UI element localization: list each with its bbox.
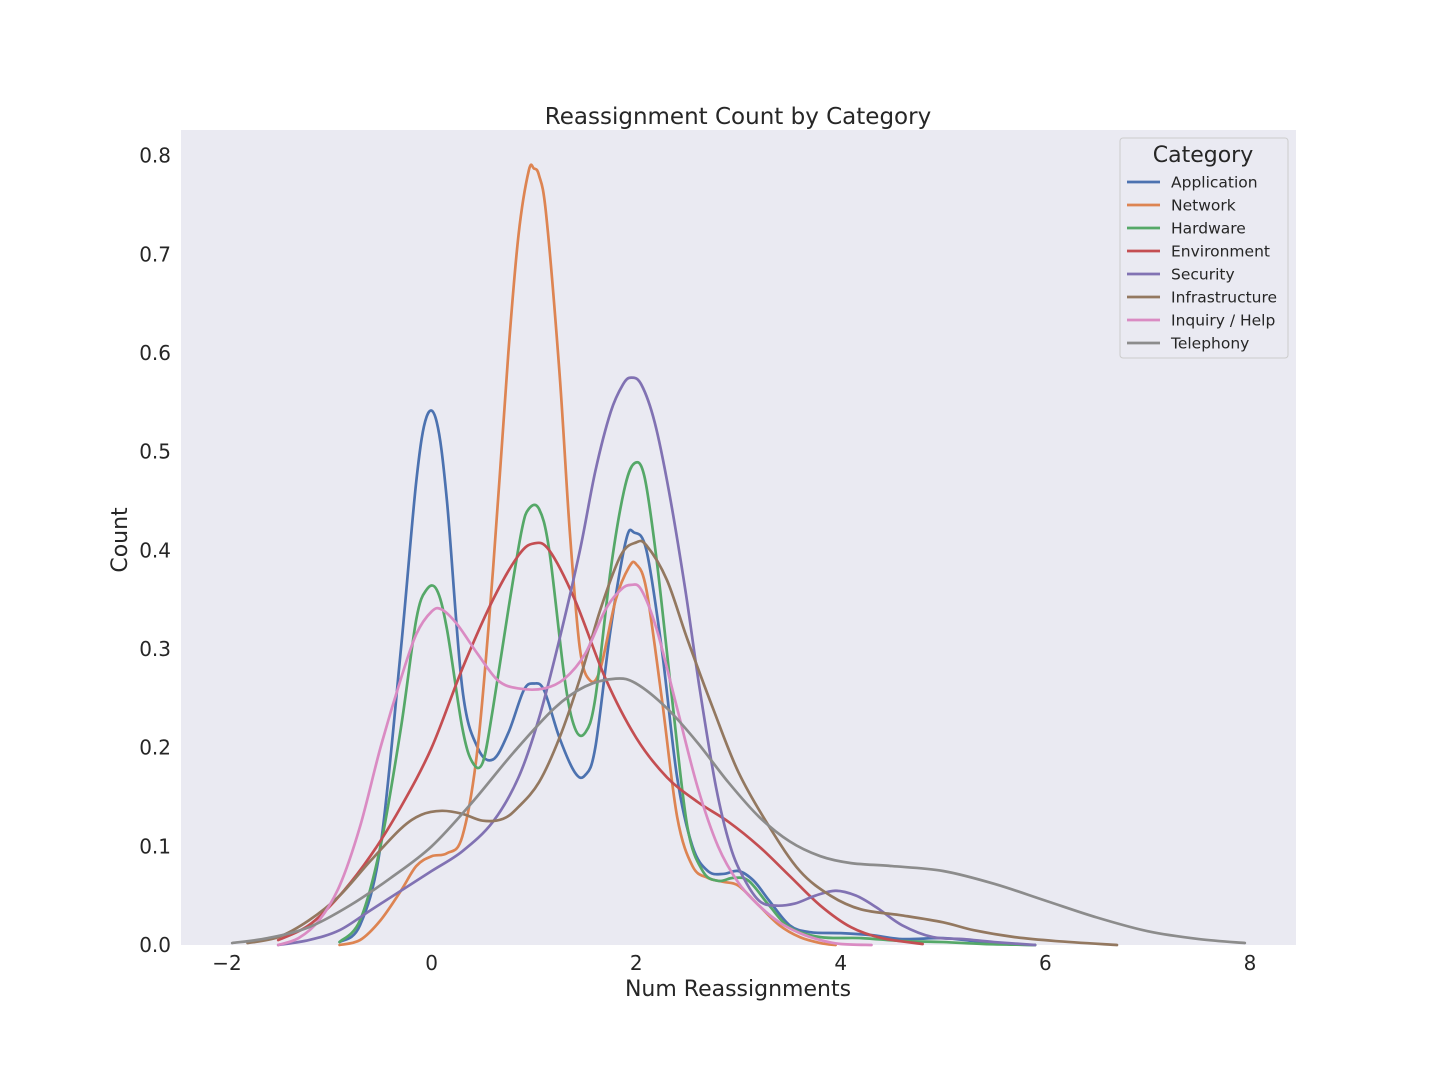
y-tick-label: 0.5 [139, 440, 171, 464]
series-line-environment [276, 541, 924, 946]
y-axis-ticks: 0.0 0.1 0.2 0.3 0.4 0.5 0.6 0.7 0.8 [139, 144, 171, 957]
series-line-inquiry-help [276, 583, 873, 947]
series-line-security [276, 376, 1037, 947]
legend-label-network: Network [1171, 197, 1236, 215]
y-tick-label: 0.4 [139, 538, 171, 562]
plot-area [181, 130, 1296, 945]
x-tick-label: 2 [630, 951, 643, 975]
x-tick-label: 0 [425, 951, 438, 975]
x-tick-label: −2 [212, 951, 241, 975]
y-tick-label: 0.0 [139, 933, 171, 957]
legend-label-security: Security [1171, 266, 1235, 284]
x-tick-label: 6 [1039, 951, 1052, 975]
series-line-telephony [230, 677, 1247, 945]
y-tick-label: 0.7 [139, 242, 171, 266]
legend-label-infrastructure: Infrastructure [1171, 289, 1277, 307]
legend-label-application: Application [1171, 174, 1258, 192]
legend-items: Application Network Hardware Environment Sec… [1127, 174, 1277, 353]
legend-label-environment: Environment [1171, 243, 1270, 261]
legend-label-hardware: Hardware [1171, 220, 1246, 238]
legend-label-inquiry-help: Inquiry / Help [1171, 312, 1275, 330]
series-layer [230, 163, 1247, 947]
legend-label-telephony: Telephony [1170, 335, 1249, 353]
series-line-infrastructure [246, 539, 1119, 947]
x-tick-label: 8 [1244, 951, 1257, 975]
y-tick-label: 0.8 [139, 144, 171, 168]
y-tick-label: 0.2 [139, 736, 171, 760]
x-axis-label: Num Reassignments [625, 977, 851, 1002]
chart-title: Reassignment Count by Category [545, 104, 931, 130]
series-line-application [338, 409, 1037, 947]
x-tick-label: 4 [834, 951, 847, 975]
y-tick-label: 0.1 [139, 834, 171, 858]
y-tick-label: 0.6 [139, 341, 171, 365]
y-axis-label: Count [108, 507, 133, 573]
legend: Category Application Network Hardware Envir… [1119, 137, 1289, 359]
x-axis-ticks: −2 0 2 4 6 8 [212, 951, 1256, 975]
y-tick-label: 0.3 [139, 637, 171, 661]
legend-box [1119, 137, 1289, 359]
legend-title: Category [1153, 143, 1254, 168]
